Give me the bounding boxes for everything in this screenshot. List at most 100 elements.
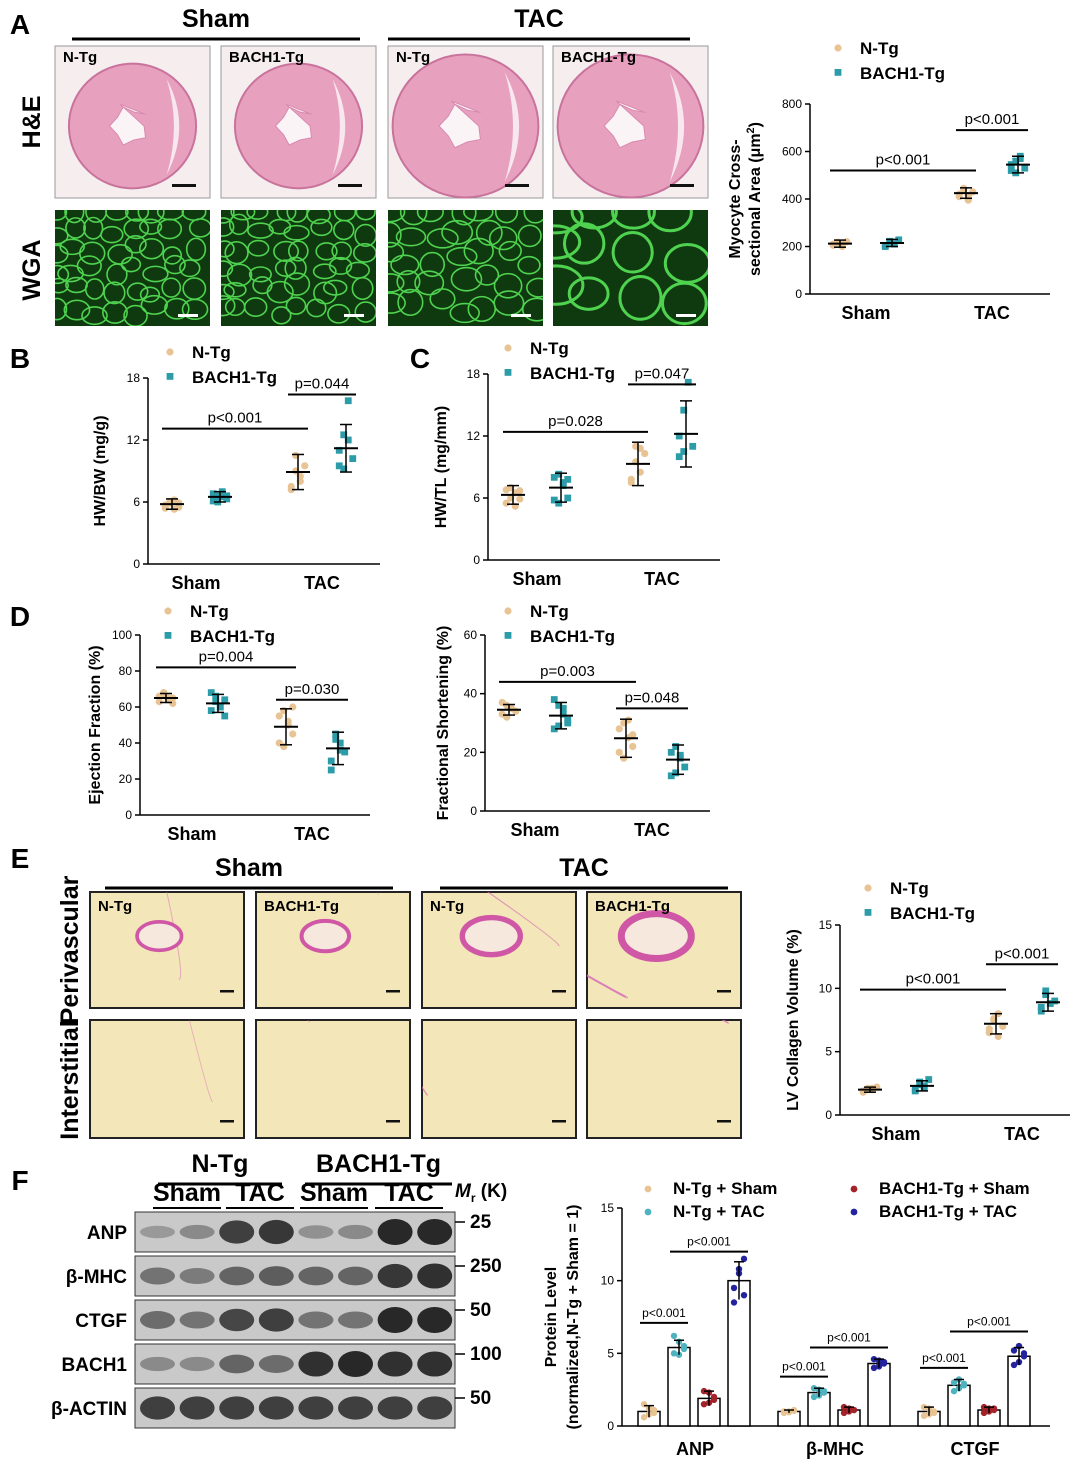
- blot-band: [179, 1311, 215, 1329]
- data-point: [1007, 167, 1015, 174]
- data-point: [275, 712, 283, 720]
- legend-label: N-Tg: [890, 879, 929, 898]
- data-point: [740, 1255, 748, 1263]
- y-axis-label: Myocyte Cross-: [727, 139, 744, 258]
- data-point: [155, 698, 163, 706]
- data-point: [175, 499, 183, 507]
- data-point: [680, 406, 688, 414]
- blot-band: [338, 1311, 373, 1329]
- interstitial-tile-3-scale-bar: [717, 1120, 731, 1123]
- he-tile-2-rv-cavity: [504, 72, 520, 182]
- data-point: [1012, 157, 1020, 165]
- data-point: [512, 707, 520, 715]
- data-point: [1046, 1000, 1054, 1007]
- interstitial-tile-0-scale-bar: [220, 1120, 234, 1123]
- wga-tile-3-scale-bar: [676, 314, 696, 317]
- p-value: p<0.001: [642, 1306, 686, 1320]
- legend-marker: [644, 1185, 652, 1193]
- lane-group-label: Sham: [153, 1179, 221, 1207]
- marker-label: 250: [470, 1256, 502, 1277]
- he-tile-3-lv-cavity: [603, 100, 646, 149]
- p-value: p=0.004: [199, 648, 254, 665]
- data-point: [289, 730, 297, 738]
- data-point: [680, 448, 688, 455]
- data-point: [920, 1412, 928, 1420]
- legend-label: N-Tg: [192, 343, 231, 362]
- legend: N-Tg BACH1-Tg: [504, 602, 615, 646]
- panel-label-a: A: [10, 9, 30, 40]
- data-point: [676, 751, 684, 759]
- perivascular-tile-2-fibers: [459, 892, 560, 958]
- tile-label: BACH1-Tg: [264, 898, 339, 915]
- data-point: [212, 698, 220, 705]
- legend-marker-ntg: [166, 348, 174, 356]
- data-point: [336, 746, 344, 754]
- data-point: [1051, 997, 1059, 1005]
- p-value: p<0.001: [876, 152, 931, 169]
- data-point: [615, 725, 623, 733]
- data-point: [564, 716, 572, 724]
- legend: N-Tg BACH1-Tg: [164, 602, 275, 646]
- marker-label: 100: [470, 1344, 502, 1365]
- y-tick-label: 0: [125, 808, 132, 822]
- data-point: [950, 1387, 958, 1395]
- legend-label: N-Tg: [860, 39, 899, 58]
- legend-marker-ntg: [864, 884, 872, 892]
- data-point: [680, 1345, 688, 1353]
- data-point: [916, 1081, 924, 1088]
- legend-label: BACH1-Tg + TAC: [879, 1202, 1017, 1221]
- mr-m: M: [455, 1181, 472, 1202]
- marker-label: 50: [470, 1300, 491, 1321]
- header-sham-label: Sham: [182, 5, 250, 33]
- blot-band: [258, 1355, 294, 1373]
- blot-band: [338, 1351, 373, 1377]
- legend-marker-bach1: [504, 369, 512, 376]
- y-tick-label: 6: [133, 495, 140, 509]
- data-point: [650, 1406, 658, 1414]
- data-point: [341, 748, 349, 756]
- x-category-label: TAC: [304, 573, 340, 593]
- y-tick-label: 0: [133, 557, 140, 571]
- data-point: [209, 490, 217, 498]
- y-tick-label: 600: [782, 145, 802, 159]
- data-point: [667, 772, 675, 780]
- x-category-label: Sham: [871, 1124, 920, 1144]
- blot-band: [179, 1267, 215, 1285]
- data-point: [340, 465, 348, 473]
- data-point: [301, 462, 309, 470]
- perivascular-tile-0-fibers: [135, 892, 184, 980]
- data-point: [559, 710, 567, 718]
- data-point: [740, 1292, 748, 1299]
- legend-marker-bach1: [834, 69, 842, 76]
- x-category-label: ANP: [676, 1439, 714, 1459]
- x-category-label: Sham: [167, 824, 216, 844]
- data-point: [629, 731, 637, 739]
- data-point: [555, 499, 563, 507]
- E-plot: 0 5 10 15 Sham TAC p<0.001 p<0.001 N-Tg BACH1-Tg L…: [785, 879, 1070, 1144]
- y-tick-label: 40: [464, 687, 478, 701]
- y-tick-label: 0: [795, 287, 802, 301]
- blot-band: [219, 1308, 255, 1332]
- data-point: [516, 487, 524, 495]
- y-tick-label: 0: [607, 1419, 614, 1433]
- data-point: [730, 1299, 738, 1306]
- blot-band: [219, 1354, 255, 1374]
- F-plot: 0 5 10 15 ANP β-MHC CTGF p<0.001 p<0.001 p<0.001 p…: [543, 1179, 1050, 1459]
- p-value: p=0.047: [635, 365, 690, 382]
- x-category-label: β-MHC: [806, 1439, 864, 1459]
- bar: [1007, 1355, 1031, 1427]
- data-point: [550, 473, 558, 481]
- header-bach1-f-label: BACH1-Tg: [316, 1150, 441, 1178]
- interstitial-tile-3-frame: [586, 1019, 742, 1139]
- p-value: p<0.001: [967, 1315, 1011, 1329]
- y-axis-label: Protein Level: [543, 1267, 560, 1367]
- lane-group-label: Sham: [300, 1179, 368, 1207]
- legend-marker-ntg: [164, 607, 172, 615]
- legend-marker-bach1: [864, 909, 872, 916]
- y-tick-label: 100: [112, 628, 132, 642]
- wga-tile-1-membranes: [221, 210, 376, 325]
- tile-label: BACH1-Tg: [595, 898, 670, 915]
- blot-band: [417, 1396, 453, 1420]
- perivascular-tile-3-collagen: [587, 974, 628, 999]
